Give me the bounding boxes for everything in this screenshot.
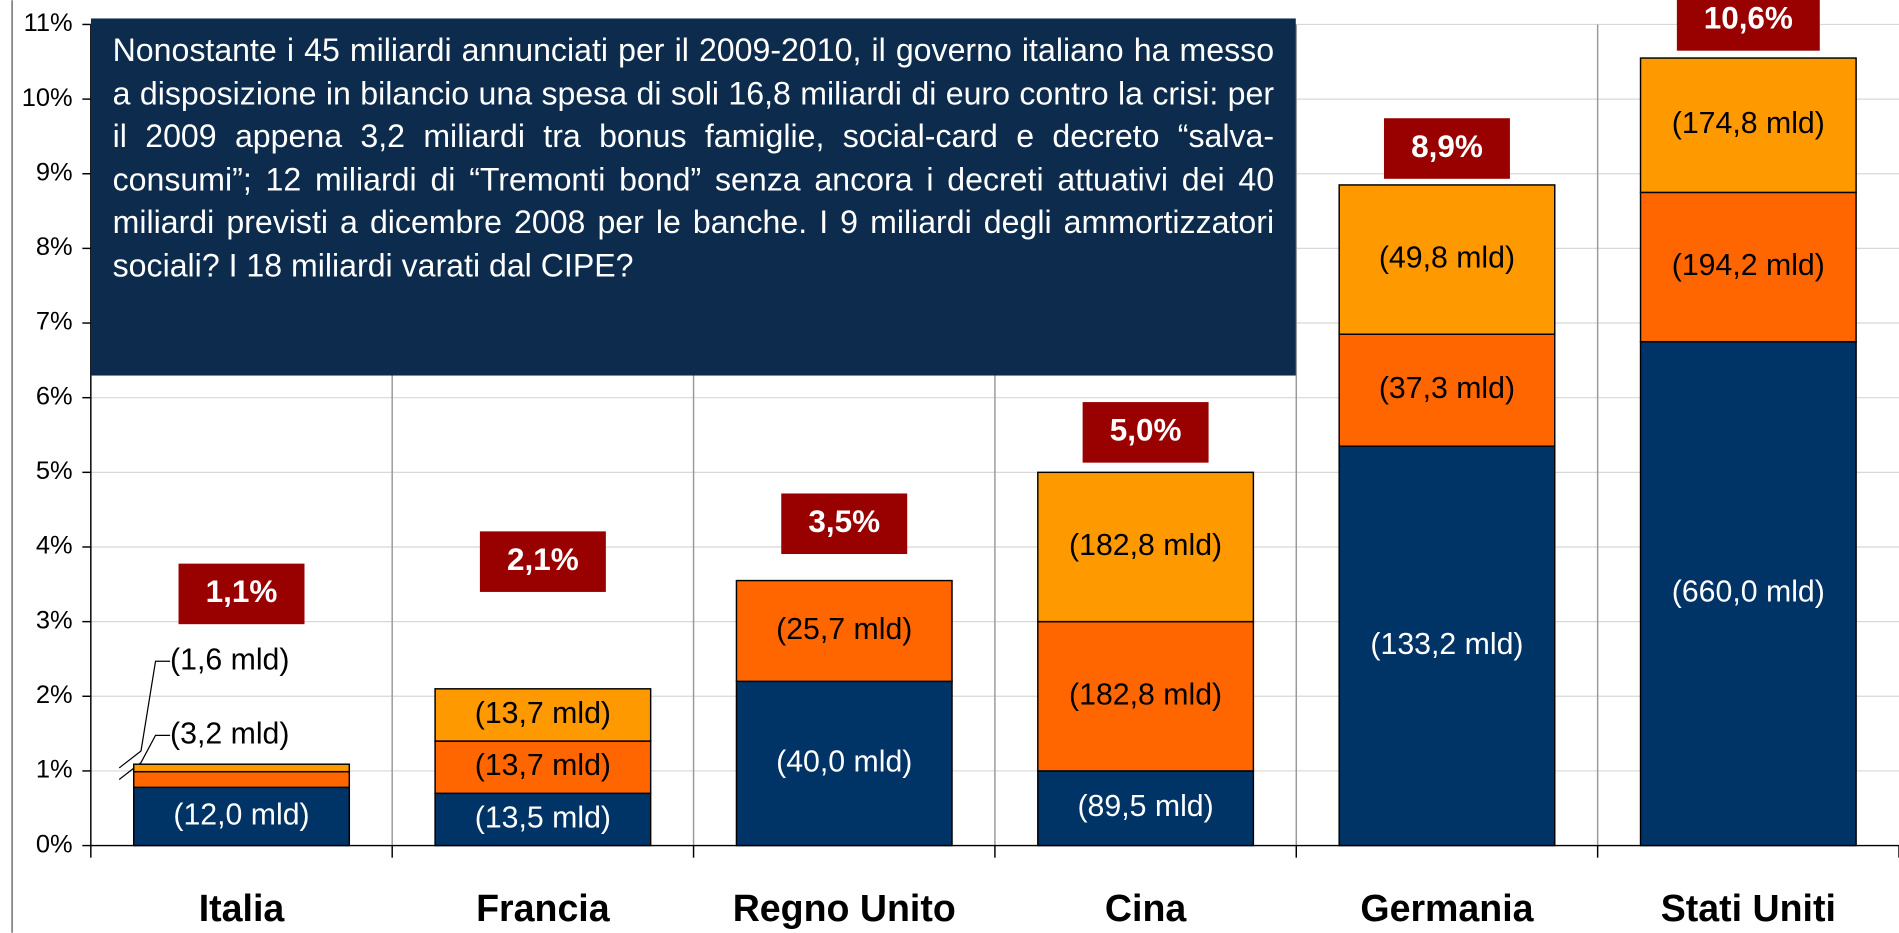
bar-segment <box>434 792 652 847</box>
callout-line <box>118 660 171 769</box>
y-tick-label: 4% <box>36 532 73 560</box>
total-label: 2,1% <box>507 542 579 577</box>
bar-segment <box>132 763 351 773</box>
bar-segment <box>1037 620 1255 772</box>
y-tick-label: 7% <box>36 308 73 336</box>
bar-segment <box>1639 191 1857 343</box>
y-tick-label: 6% <box>36 382 73 410</box>
y-tick-label: 0% <box>36 830 73 858</box>
y-tick-label: 9% <box>36 158 73 186</box>
bar-segment <box>1037 471 1255 623</box>
annotation: Nonostante i 45 miliardi annunciati per … <box>90 18 1296 376</box>
annotation-box: Nonostante i 45 miliardi annunciati per … <box>90 18 1296 376</box>
x-tick-label: Germania <box>1360 887 1534 929</box>
total-box <box>1082 402 1209 463</box>
bar-label: (12,0 mld) <box>173 798 309 831</box>
x-tick-label: Stati Uniti <box>1661 887 1836 929</box>
y-tick-label: 11% <box>24 9 73 37</box>
total-label: 3,5% <box>808 504 880 539</box>
callout-line <box>118 734 171 780</box>
total-label: 5,0% <box>1110 413 1182 448</box>
bar-segment <box>132 786 351 847</box>
y-tick-label: 8% <box>36 233 73 261</box>
bar-segment <box>1338 445 1556 847</box>
y-tick-label: 5% <box>36 457 73 485</box>
total-label: 8,9% <box>1411 129 1483 164</box>
x-tick-label: Francia <box>476 887 611 929</box>
bar-label: (40,0 mld) <box>776 745 912 778</box>
total-box <box>781 493 908 555</box>
bar-label: (89,5 mld) <box>1077 790 1213 823</box>
bar-label: (174,8 mld) <box>1672 107 1825 140</box>
total-box <box>1383 118 1510 179</box>
bar-label: (37,3 mld) <box>1379 372 1515 405</box>
bar-label: (13,5 mld) <box>475 801 611 834</box>
total-label: 10,6% <box>1704 1 1793 36</box>
bar-label: (13,7 mld) <box>475 749 611 782</box>
bar-segment <box>1639 57 1857 194</box>
bar-segment <box>434 740 652 795</box>
bar-label: (194,2 mld) <box>1672 249 1825 282</box>
marks: Italia (12,0 mld) (3,2 mld) (1,6 mld) 1,1% Fr… <box>118 0 1857 929</box>
y-tick-label: 3% <box>36 606 73 634</box>
bar-segment <box>1338 184 1556 335</box>
bar-label: (13,7 mld) <box>475 697 611 730</box>
bar-segment <box>1639 340 1857 847</box>
x-tick-label: Cina <box>1105 887 1187 929</box>
bar-label: (133,2 mld) <box>1370 628 1523 661</box>
bar-segment <box>132 770 351 789</box>
total-label: 1,1% <box>206 574 278 609</box>
total-box <box>1676 0 1820 51</box>
x-tick-label: Regno Unito <box>733 887 956 929</box>
x-tick-label: Italia <box>199 887 286 929</box>
bar-label: (182,8 mld) <box>1069 678 1222 711</box>
bar-label: (49,8 mld) <box>1379 242 1515 275</box>
bar-segment <box>1338 333 1556 447</box>
bar-label: (25,7 mld) <box>776 613 912 646</box>
y-tick-label: 1% <box>36 756 73 784</box>
y-tick-label: 2% <box>36 681 73 709</box>
total-box <box>479 531 606 592</box>
bar-segment <box>434 688 652 742</box>
bar-label: (3,2 mld) <box>170 717 289 750</box>
bar-label: (660,0 mld) <box>1672 576 1825 609</box>
bar-label: (182,8 mld) <box>1069 529 1222 562</box>
y-tick-label: 10% <box>22 84 73 112</box>
total-box <box>178 563 305 625</box>
bar-segment <box>735 579 953 683</box>
bar-label: (1,6 mld) <box>170 643 289 676</box>
